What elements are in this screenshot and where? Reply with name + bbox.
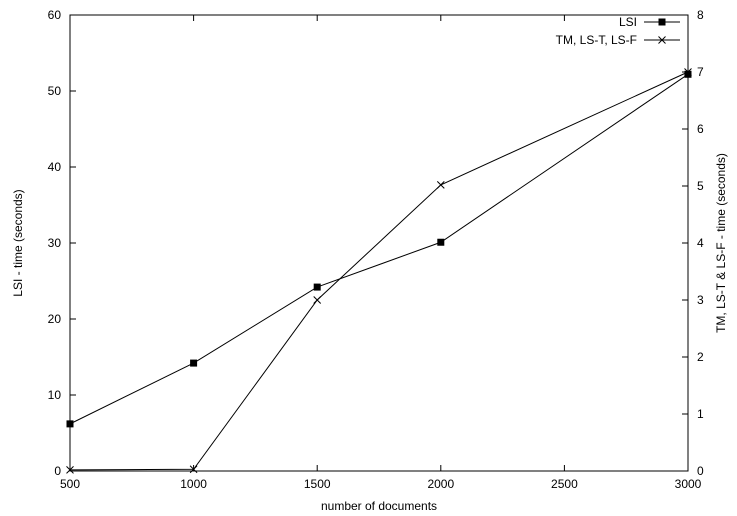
legend-lsi-swatch-marker (658, 18, 666, 26)
tm-ls-series-point (436, 181, 445, 189)
legend: LSI TM, LS-T, LS-F (556, 15, 680, 47)
y-left-tick-label: 60 (48, 8, 62, 22)
y-right-tick-label: 5 (697, 179, 704, 193)
y-right-tick-label: 1 (697, 407, 704, 421)
y-right-tick-label: 0 (697, 464, 704, 478)
y-left-tick-label: 20 (48, 312, 62, 326)
legend-tm-ls-entry: TM, LS-T, LS-F (556, 33, 680, 47)
tm-ls-series-line (69, 71, 689, 471)
y-right-tick-label: 3 (697, 293, 704, 307)
x-tick-label: 3000 (675, 477, 702, 491)
tm-ls-series-point (684, 68, 692, 76)
tm-ls-series-point (189, 465, 198, 474)
lsi-series-point (437, 238, 445, 246)
lsi-series-line (69, 73, 689, 425)
legend-lsi-label: LSI (619, 15, 637, 29)
y-left-tick-label: 50 (48, 84, 62, 98)
ticks: 500 1000 1500 2000 2500 300001020304050600123… (48, 8, 704, 491)
y-right-tick-label: 6 (697, 122, 704, 136)
x-tick-label: 500 (60, 477, 80, 491)
y-right-tick-label: 8 (697, 8, 704, 22)
tm-ls-series-point (66, 466, 74, 474)
lsi-series-point (313, 283, 321, 291)
lsi-series (66, 70, 692, 428)
y-right-tick-label: 7 (697, 65, 704, 79)
x-axis-label: number of documents (321, 499, 437, 513)
legend-tm-ls-swatch-marker (658, 36, 666, 44)
lsi-series-point (684, 70, 692, 78)
y-left-tick-label: 40 (48, 160, 62, 174)
y-right-tick-label: 2 (697, 350, 704, 364)
x-tick-label: 1000 (180, 477, 207, 491)
x-tick-label: 2500 (551, 477, 578, 491)
legend-tm-ls-label: TM, LS-T, LS-F (556, 33, 637, 47)
tm-ls-series-point (313, 296, 322, 304)
y-axis-right-label: TM, LS-T & LS-F - time (seconds) (714, 153, 728, 333)
y-left-tick-label: 10 (48, 388, 62, 402)
lsi-series-point (190, 359, 198, 367)
x-tick-label: 2000 (427, 477, 454, 491)
lsi-series-point (66, 420, 74, 428)
tm-ls-series (66, 68, 692, 474)
legend-lsi-entry: LSI (619, 15, 680, 29)
series (66, 68, 692, 474)
y-left-tick-label: 0 (54, 464, 61, 478)
y-axis-left-label: LSI - time (seconds) (11, 189, 25, 296)
y-right-tick-label: 4 (697, 236, 704, 250)
x-tick-label: 1500 (304, 477, 331, 491)
y-left-tick-label: 30 (48, 236, 62, 250)
